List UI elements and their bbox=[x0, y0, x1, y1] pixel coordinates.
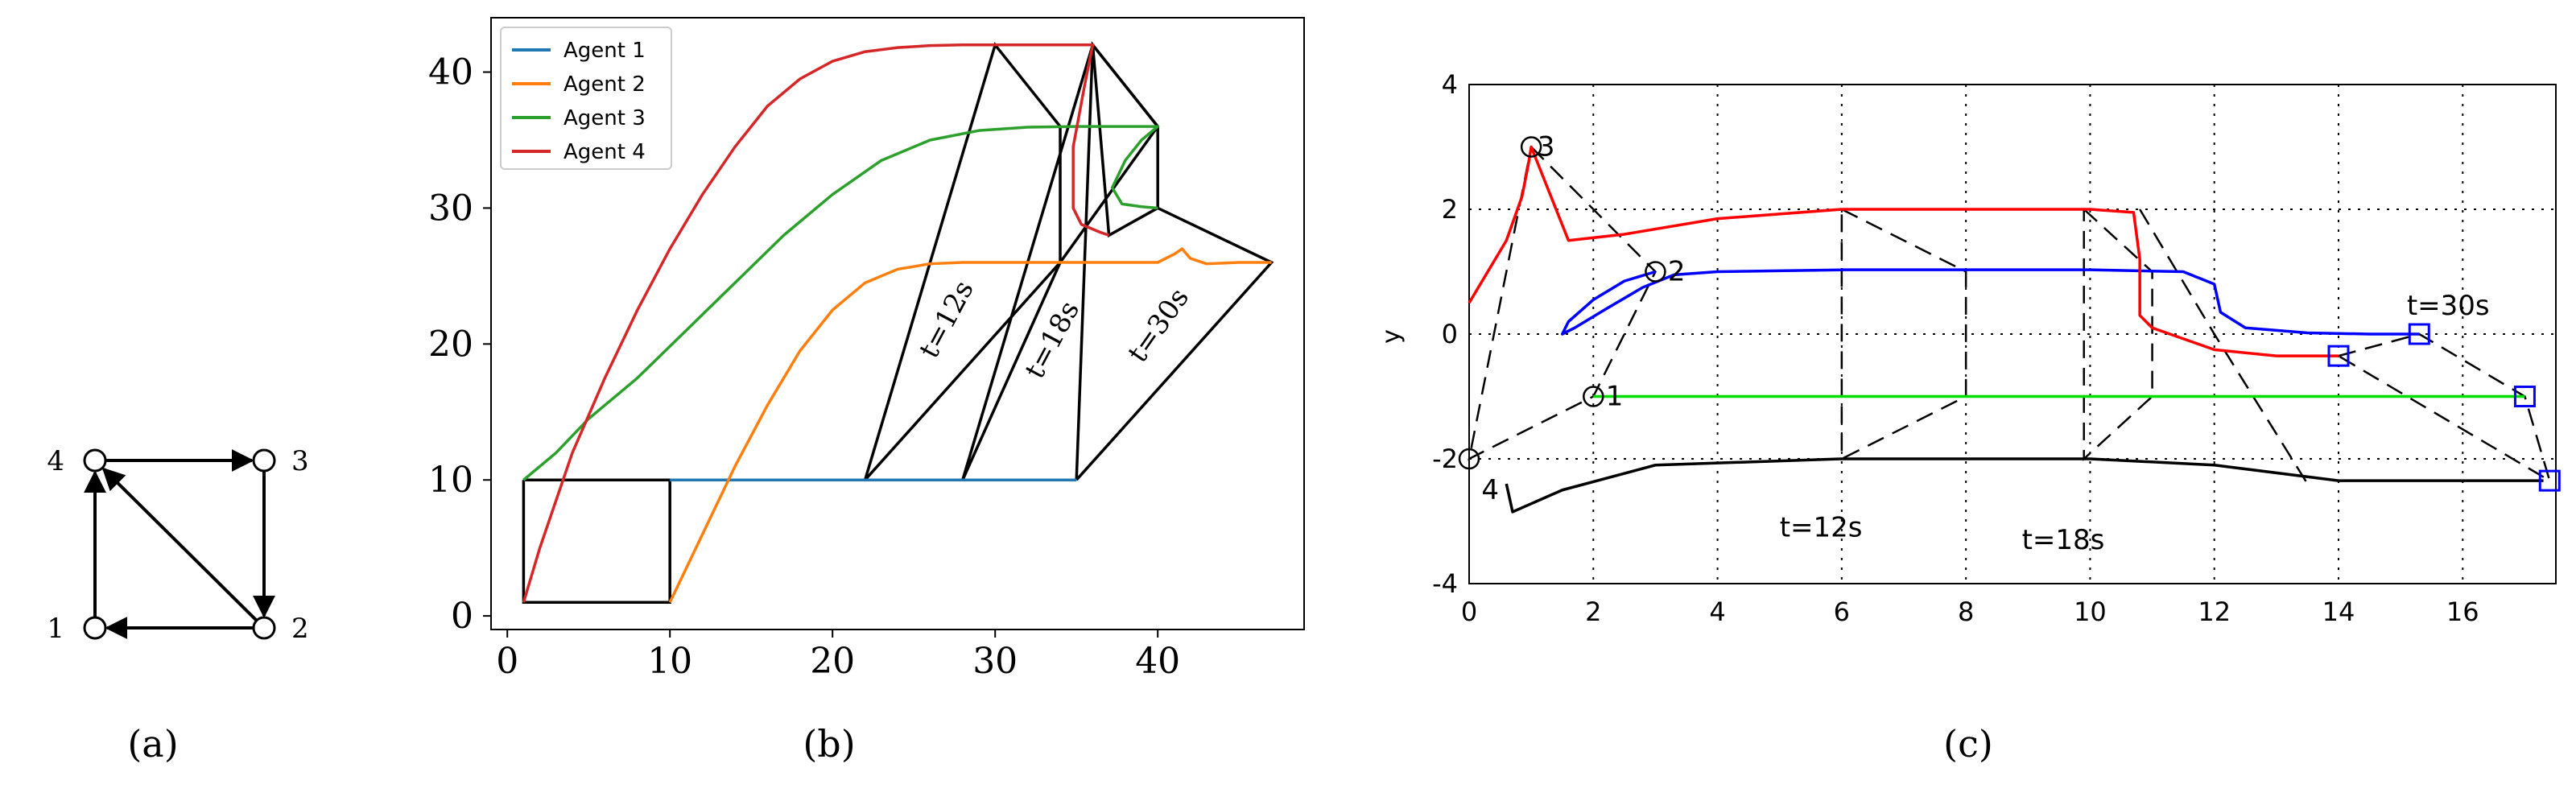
chart-c-start-marker-1 bbox=[1583, 386, 1604, 407]
chart-c-annotation: 2 bbox=[1668, 256, 1686, 288]
chart-b-legend: Agent 1 Agent 2 Agent 3 Agent 4 bbox=[500, 27, 672, 170]
chart-c-formation-3 bbox=[2083, 208, 2153, 461]
chart-c-xtick-label: 10 bbox=[2074, 597, 2107, 627]
chart-c-annotation: 3 bbox=[1538, 131, 1555, 163]
chart-c-annotations: 3 2 1 4 t=12s t=18s t=30s bbox=[1481, 131, 2489, 556]
chart-b-xtick-label: 10 bbox=[647, 641, 692, 682]
chart-c-xtick-label: 4 bbox=[1709, 597, 1725, 627]
chart-c-end-marker-1 bbox=[2513, 386, 2536, 407]
chart-c-xtick-label: 14 bbox=[2322, 597, 2355, 627]
chart-c-annotation: 1 bbox=[1606, 381, 1624, 413]
panel-c-caption: (c) bbox=[1943, 722, 1993, 766]
graph-nodes: 1 2 3 4 bbox=[47, 445, 308, 645]
graph-edges bbox=[84, 449, 275, 639]
chart-c-series-line-2 bbox=[1560, 268, 2420, 336]
chart-b-ytick-label: 0 bbox=[451, 596, 473, 637]
graph-node-label-3: 3 bbox=[291, 445, 309, 477]
graph-node-label-4: 4 bbox=[47, 445, 64, 477]
chart-c-xtick-label: 2 bbox=[1585, 597, 1601, 627]
chart-b-ticks: 0 10 20 30 40 0 10 20 30 40 bbox=[428, 52, 1180, 682]
panel-a-caption: (a) bbox=[127, 722, 178, 766]
graph-node-3 bbox=[252, 448, 276, 473]
chart-c-series-line-4 bbox=[1505, 457, 2544, 514]
chart-b-xtick-label: 20 bbox=[810, 641, 855, 682]
chart-c-ytick-label: 2 bbox=[1442, 194, 1458, 225]
graph-node-1 bbox=[83, 616, 107, 640]
chart-c-annotation: t=30s bbox=[2407, 290, 2490, 322]
chart-c-start-marker-4 bbox=[1458, 448, 1480, 470]
graph-panel: 1 2 3 4 (a) bbox=[47, 445, 308, 766]
chart-b-xtick-label: 0 bbox=[496, 641, 518, 682]
chart-c-end-marker-4 bbox=[2538, 469, 2561, 492]
chart-c-markers bbox=[1458, 136, 2561, 492]
chart-c-series bbox=[1468, 145, 2544, 514]
chart-c-ytick-label: -4 bbox=[1432, 568, 1458, 599]
chart-c-series-line-3 bbox=[1468, 145, 2339, 357]
chart-c-ytick-label: 0 bbox=[1442, 319, 1458, 349]
chart-c-xtick-label: 12 bbox=[2198, 597, 2231, 627]
chart-b-legend-label-1: Agent 1 bbox=[564, 39, 646, 63]
chart-c-ytick-label: 4 bbox=[1442, 69, 1458, 100]
chart-b-ytick-label: 30 bbox=[428, 188, 473, 229]
graph-node-2 bbox=[252, 616, 276, 640]
chart-b-series-line-4 bbox=[522, 43, 1110, 603]
chart-b-series bbox=[522, 43, 1272, 603]
chart-b-legend-label-3: Agent 3 bbox=[564, 106, 646, 130]
graph-node-label-1: 1 bbox=[47, 613, 64, 645]
graph-node-4 bbox=[83, 448, 107, 473]
chart-b-legend-box bbox=[500, 27, 672, 170]
chart-c-xtick-label: 6 bbox=[1834, 597, 1850, 627]
chart-c-formation-4 bbox=[2139, 208, 2309, 485]
chart-b-ytick-label: 20 bbox=[428, 324, 473, 365]
chart-b-xtick-label: 40 bbox=[1135, 641, 1180, 682]
chart-c-ytick-label: -2 bbox=[1432, 444, 1458, 474]
chart-c-xtick-label: 16 bbox=[2446, 597, 2479, 627]
chart-b-series-line-2 bbox=[668, 247, 1272, 603]
chart-c-xtick-label: 0 bbox=[1461, 597, 1477, 627]
chart-b-legend-label-2: Agent 2 bbox=[564, 72, 646, 97]
graph-edge-2-4 bbox=[101, 467, 258, 622]
chart-c-annotation: t=18s bbox=[2022, 524, 2105, 556]
chart-b-legend-label-4: Agent 4 bbox=[564, 140, 646, 164]
chart-c-end-marker-3 bbox=[2327, 345, 2350, 367]
chart-b-formation-4 bbox=[1075, 40, 1274, 481]
graph-node-label-2: 2 bbox=[291, 613, 309, 645]
chart-c-xtick-label: 8 bbox=[1958, 597, 1974, 627]
chart-c-annotation: 4 bbox=[1481, 474, 1499, 506]
chart-c-start-marker-3 bbox=[1520, 136, 1542, 158]
chart-b-xtick-label: 30 bbox=[972, 641, 1018, 682]
chart-c-annotation: t=12s bbox=[1780, 511, 1863, 543]
chart-c-end-marker-2 bbox=[2408, 323, 2430, 345]
chart-c-start-marker-2 bbox=[1645, 261, 1666, 283]
chart-c-ylabel: y bbox=[1377, 329, 1406, 344]
chart-b-series-line-3 bbox=[522, 125, 1159, 481]
panel-b-caption: (b) bbox=[803, 722, 855, 766]
chart-b-ytick-label: 40 bbox=[428, 52, 473, 93]
chart-b-ytick-label: 10 bbox=[428, 460, 473, 501]
